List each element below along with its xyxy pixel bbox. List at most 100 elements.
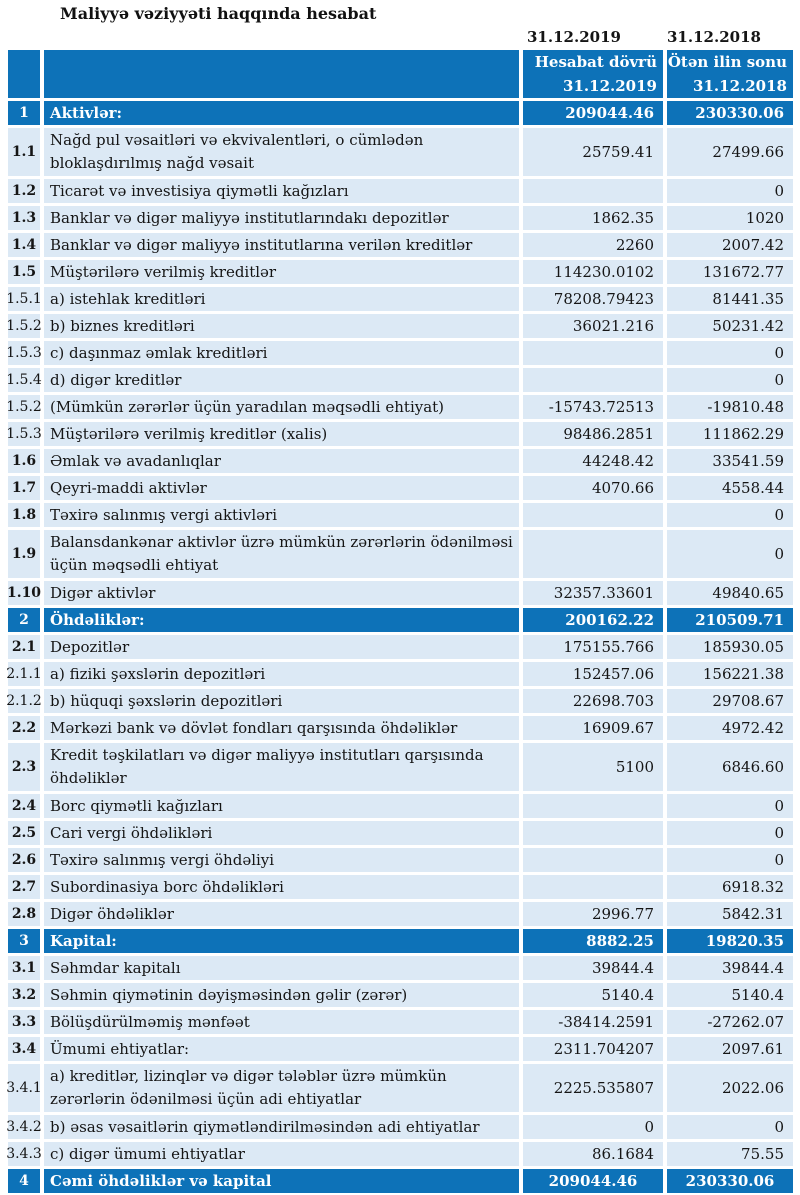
row-value-2018-cell: 6918.32 (667, 875, 793, 899)
table-row: 1.5.4 d) digər kreditlər 0 (6, 368, 793, 392)
row-number-cell: 1.2 (8, 179, 40, 203)
row-value-2019-cell: 2996.77 (523, 902, 663, 926)
row-value-2018-cell: -27262.07 (667, 1010, 793, 1034)
row-label-cell: Müştərilərə verilmiş kreditlər (xalis) (44, 422, 519, 446)
row-value-2018-cell: 5140.4 (667, 983, 793, 1007)
table-row: 2.1.2 b) hüquqi şəxslərin depozitləri 2269… (6, 689, 793, 713)
header-previous-year-title: Ötən ilin sonu (667, 53, 787, 71)
row-value-2018-cell: 81441.35 (667, 287, 793, 311)
row-value-2019-cell: 36021.216 (523, 314, 663, 338)
row-number-cell: 1.8 (8, 503, 40, 527)
row-label-cell: (Mümkün zərərlər üçün yaradılan məqsədli… (44, 395, 519, 419)
row-number-cell: 1.5.1 (6, 287, 42, 311)
row-value-2019-cell: 5100 (523, 743, 663, 791)
row-value-2018-cell: 2022.06 (667, 1064, 793, 1112)
row-label-cell: Digər öhdəliklər (44, 902, 519, 926)
row-value-2018-cell: 0 (667, 530, 793, 578)
row-value-2019-cell (523, 341, 663, 365)
row-label-cell: a) kreditlər, lizinqlər və digər tələblə… (44, 1064, 519, 1112)
row-number-cell: 3.4.2 (6, 1115, 42, 1139)
row-value-2019-cell: 44248.42 (523, 449, 663, 473)
row-value-2018-cell: 111862.29 (667, 422, 793, 446)
row-label-cell: Təxirə salınmış vergi aktivləri (44, 503, 519, 527)
row-number-cell: 2.6 (8, 848, 40, 872)
row-number-cell: 1.5 (8, 260, 40, 284)
row-label-cell: b) hüquqi şəxslərin depozitləri (44, 689, 519, 713)
header-previous-year-cell: Ötən ilin sonu 31.12.2018 (667, 50, 793, 98)
row-number-cell: 1.4 (8, 233, 40, 257)
row-value-2019-cell: -15743.72513 (523, 395, 663, 419)
table-row: 3 Kapital: 8882.25 19820.35 (8, 929, 793, 953)
row-label-cell: Borc qiymətli kağızları (44, 794, 519, 818)
row-number-cell: 3 (8, 929, 40, 953)
row-label-cell: Mərkəzi bank və dövlət fondları qarşısın… (44, 716, 519, 740)
date-label-2018: 31.12.2018 (667, 28, 761, 46)
row-label-cell: Müştərilərə verilmiş kreditlər (44, 260, 519, 284)
row-value-2018-cell: 185930.05 (667, 635, 793, 659)
row-number-cell: 2.2 (8, 716, 40, 740)
row-label-cell: Təxirə salınmış vergi öhdəliyi (44, 848, 519, 872)
row-value-2019-cell: 2225.535807 (523, 1064, 663, 1112)
row-value-2018-cell: 0 (667, 848, 793, 872)
row-value-2018-cell: 19820.35 (667, 929, 793, 953)
row-value-2018-cell: 230330.06 (667, 101, 793, 125)
row-number-cell: 2.5 (8, 821, 40, 845)
table-row: 3.4.1 a) kreditlər, lizinqlər və digər tə… (6, 1064, 793, 1112)
row-value-2018-cell: 4558.44 (667, 476, 793, 500)
row-label-cell: Balansdankənar aktivlər üzrə mümkün zərə… (44, 530, 519, 578)
row-value-2019-cell: 5140.4 (523, 983, 663, 1007)
row-label-cell: c) digər ümumi ehtiyatlar (44, 1142, 519, 1166)
table-row: 1.5.3 Müştərilərə verilmiş kreditlər (xal… (6, 422, 793, 446)
row-label-cell: Qeyri-maddi aktivlər (44, 476, 519, 500)
row-label-cell: Nağd pul vəsaitləri və ekvivalentləri, o… (44, 128, 519, 176)
row-value-2019-cell (523, 875, 663, 899)
table-row: 1.8 Təxirə salınmış vergi aktivləri 0 (8, 503, 793, 527)
row-value-2018-cell: 29708.67 (667, 689, 793, 713)
row-value-2018-cell: 0 (667, 368, 793, 392)
row-number-cell: 3.4.1 (6, 1064, 42, 1112)
row-number-cell: 1 (8, 101, 40, 125)
row-label-cell: Depozitlər (44, 635, 519, 659)
table-row: 2.6 Təxirə salınmış vergi öhdəliyi 0 (8, 848, 793, 872)
row-value-2019-cell: 2311.704207 (523, 1037, 663, 1061)
row-value-2018-cell: 2097.61 (667, 1037, 793, 1061)
row-label-cell: Digər aktivlər (44, 581, 519, 605)
row-number-cell: 3.2 (8, 983, 40, 1007)
row-value-2019-cell: -38414.2591 (523, 1010, 663, 1034)
table-row: 4 Cəmi öhdəliklər və kapital 209044.46 2303… (8, 1169, 793, 1193)
row-label-cell: Cari vergi öhdəlikləri (44, 821, 519, 845)
row-label-cell: Cəmi öhdəliklər və kapital (44, 1169, 519, 1193)
row-value-2019-cell: 0 (523, 1115, 663, 1139)
row-label-cell: Kredit təşkilatları və digər maliyyə ins… (44, 743, 519, 791)
table-row: 2.4 Borc qiymətli kağızları 0 (8, 794, 793, 818)
row-value-2018-cell: 6846.60 (667, 743, 793, 791)
table-row: 2 Öhdəliklər: 200162.22 210509.71 (8, 608, 793, 632)
row-value-2018-cell: 39844.4 (667, 956, 793, 980)
dates-above-table: 31.12.2019 31.12.2018 (8, 28, 800, 46)
table-row: 1.10 Digər aktivlər 32357.33601 49840.65 (7, 581, 793, 605)
row-number-cell: 3.4 (8, 1037, 40, 1061)
row-value-2019-cell: 39844.4 (523, 956, 663, 980)
row-value-2018-cell: 49840.65 (667, 581, 793, 605)
row-value-2019-cell: 22698.703 (523, 689, 663, 713)
table-row: 2.7 Subordinasiya borc öhdəlikləri 6918.32 (8, 875, 793, 899)
row-value-2018-cell: 0 (667, 794, 793, 818)
page-title: Maliyyə vəziyyəti haqqında hesabat (60, 4, 377, 23)
row-value-2019-cell: 200162.22 (523, 608, 663, 632)
row-label-cell: c) daşınmaz əmlak kreditləri (44, 341, 519, 365)
row-value-2018-cell: 156221.38 (667, 662, 793, 686)
table-row: 2.1 Depozitlər 175155.766 185930.05 (8, 635, 793, 659)
financial-position-table: Hesabat dövrü 31.12.2019 Ötən ilin sonu … (6, 50, 793, 1193)
row-number-cell: 3.1 (8, 956, 40, 980)
row-value-2018-cell: 75.55 (667, 1142, 793, 1166)
table-row: 2.1.1 a) fiziki şəxslərin depozitləri 1524… (6, 662, 793, 686)
table-row: 2.3 Kredit təşkilatları və digər maliyyə … (8, 743, 793, 791)
row-value-2018-cell: 0 (667, 503, 793, 527)
row-value-2018-cell: 27499.66 (667, 128, 793, 176)
table-header-row: Hesabat dövrü 31.12.2019 Ötən ilin sonu … (8, 50, 793, 98)
table-row: 1.3 Banklar və digər maliyyə institutları… (8, 206, 793, 230)
row-label-cell: a) fiziki şəxslərin depozitləri (44, 662, 519, 686)
row-value-2019-cell (523, 794, 663, 818)
table-row: 1.9 Balansdankənar aktivlər üzrə mümkün z… (8, 530, 793, 578)
